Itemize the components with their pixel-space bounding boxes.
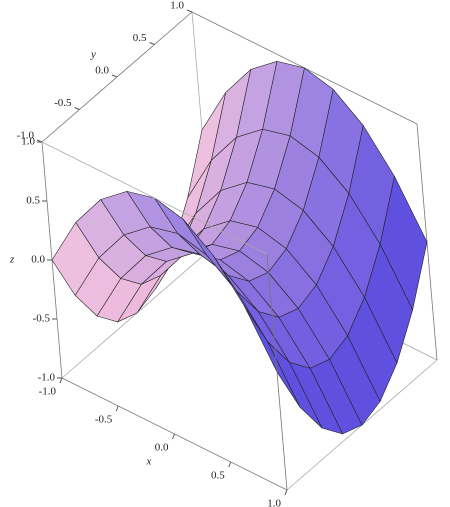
x-tick [284, 489, 288, 496]
y-tick-label: 0.0 [95, 65, 109, 77]
x-tick [172, 433, 175, 440]
x-tick-label: 0.0 [155, 442, 169, 454]
y-axis-label: y [90, 49, 96, 61]
y-tick [111, 74, 118, 78]
x-axis-label: x [146, 456, 152, 468]
y-tick [186, 9, 193, 13]
z-tick-label: 0.5 [26, 195, 40, 207]
x-tick-label: 0.5 [211, 470, 225, 482]
z-axis-label: z [9, 254, 15, 266]
y-tick-label: 1.0 [170, 0, 184, 12]
x-tick-label: -1.0 [39, 386, 57, 398]
surface-patch [244, 306, 301, 408]
x-tick-label: 1.0 [267, 498, 281, 507]
y-tick-label: 0.5 [133, 32, 147, 44]
z-tick-label: 1.0 [21, 136, 35, 148]
x-tick [228, 461, 232, 468]
x-tick [59, 377, 63, 384]
y-tick [74, 107, 80, 110]
y-tick-label: -0.5 [54, 97, 72, 109]
y-tick-label: -1.0 [17, 130, 35, 142]
box-edge [266, 253, 288, 491]
z-tick-label: -1.0 [38, 372, 56, 384]
z-tick-label: -0.5 [33, 313, 51, 325]
y-tick [149, 42, 155, 45]
x-tick-label: -0.5 [95, 414, 113, 426]
x-tick [115, 405, 119, 412]
z-tick-label: 0.0 [31, 254, 45, 266]
box-edge [41, 141, 268, 255]
